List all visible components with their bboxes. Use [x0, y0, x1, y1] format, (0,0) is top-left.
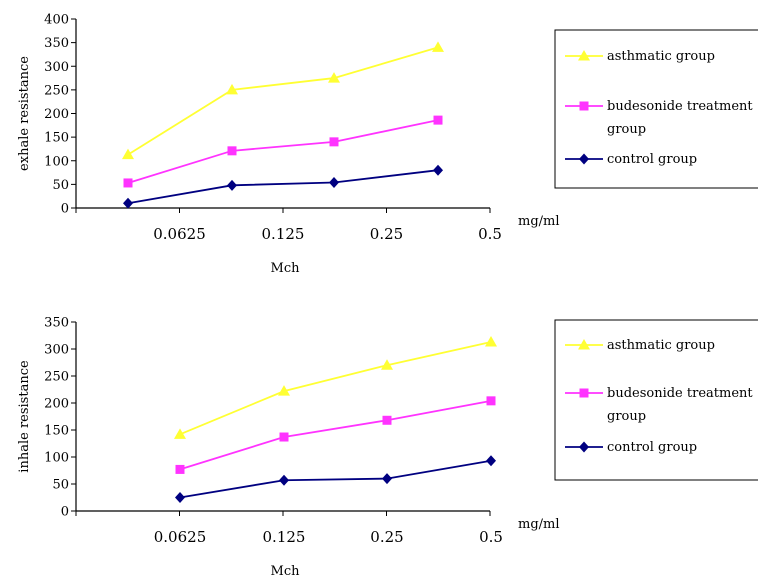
- legend-label-line: group: [607, 409, 646, 424]
- data-point: [382, 473, 392, 485]
- series-line: [179, 341, 492, 436]
- series-control-group: [175, 455, 496, 503]
- legend-label: asthmatic group: [607, 338, 715, 353]
- y-tick-label: 350: [44, 316, 69, 331]
- data-point: [432, 41, 444, 52]
- data-point: [175, 492, 185, 503]
- x-tick-label: 0.5: [478, 225, 502, 243]
- data-point: [433, 115, 443, 125]
- legend-swatch-marker: [579, 441, 589, 453]
- x-tick-label: 0.0625: [154, 528, 207, 546]
- series-control-group: [123, 164, 443, 209]
- legend-box: [554, 319, 758, 481]
- legend-label: asthmatic group: [607, 49, 715, 64]
- data-point: [381, 359, 393, 370]
- data-point: [174, 428, 186, 439]
- y-tick-label: 400: [44, 13, 69, 28]
- legend-label: budesonide treatment group: [607, 99, 753, 137]
- y-tick-label: 350: [44, 36, 69, 51]
- y-tick-label: 300: [44, 343, 69, 358]
- series-line: [127, 119, 439, 184]
- x-unit-label: mg/ml: [518, 214, 560, 229]
- y-tick-label: 300: [44, 60, 69, 75]
- data-point: [226, 83, 238, 95]
- series-line: [179, 399, 492, 471]
- y-axis-title: inhale resistance: [17, 360, 32, 473]
- data-point: [329, 176, 339, 188]
- legend: asthmatic group budesonide treatment group…: [554, 29, 758, 189]
- legend-label-line: group: [607, 122, 646, 137]
- data-point: [123, 178, 133, 188]
- data-point: [382, 415, 392, 425]
- legend-label: control group: [607, 440, 697, 455]
- series-line: [127, 46, 439, 156]
- data-point: [175, 464, 185, 474]
- data-point: [278, 385, 290, 396]
- y-tick-label: 50: [52, 478, 69, 493]
- series-asthmatic-group: [174, 335, 497, 439]
- data-point: [329, 137, 339, 147]
- chart-2: 0 50 100 150 200 250 300 350 0.0625 0.125 0.25 0.5 m…: [17, 316, 758, 579]
- data-point: [279, 432, 289, 442]
- y-tick-label: 50: [52, 178, 69, 193]
- legend-label-line: budesonide treatment: [607, 386, 753, 401]
- y-tick-label: 200: [44, 107, 69, 122]
- data-point: [433, 164, 443, 176]
- legend-swatch-marker: [579, 153, 589, 165]
- data-point: [123, 197, 133, 209]
- y-tick-label: 150: [44, 131, 69, 146]
- x-tick-label: 0.0625: [153, 225, 206, 243]
- y-axis-title: exhale resistance: [17, 56, 32, 171]
- x-tick-label: 0.5: [479, 528, 503, 546]
- legend-label: control group: [607, 152, 697, 167]
- data-point: [486, 455, 496, 467]
- y-tick-label: 100: [44, 154, 69, 169]
- legend-swatch-marker: [579, 388, 589, 398]
- x-tick-label: 0.25: [370, 528, 403, 546]
- legend-label-line: budesonide treatment: [607, 99, 753, 114]
- chart-1: 0 50 100 150 200 250 300 350 400 0.0625 0.125 0.25 0…: [17, 13, 758, 276]
- data-point: [279, 474, 289, 486]
- x-tick-label: 0.25: [370, 225, 403, 243]
- legend-label: budesonide treatment group: [607, 386, 753, 424]
- legend: asthmatic group budesonide treatment group…: [554, 319, 758, 481]
- x-unit-label: mg/ml: [518, 517, 560, 532]
- y-tick-label: 250: [44, 83, 69, 98]
- y-tick-label: 0: [61, 202, 69, 217]
- x-axis-title: Mch: [271, 564, 301, 579]
- x-tick-label: 0.125: [263, 528, 306, 546]
- legend-swatch-marker: [578, 50, 590, 61]
- x-tick-label: 0.125: [262, 225, 305, 243]
- y-tick-label: 250: [44, 370, 69, 385]
- series-budesonide-treatment-group: [123, 115, 443, 188]
- y-tick-label: 200: [44, 397, 69, 412]
- data-point: [227, 146, 237, 156]
- series-asthmatic-group: [122, 41, 444, 160]
- legend-swatch-marker: [578, 339, 590, 350]
- series-budesonide-treatment-group: [175, 396, 496, 474]
- data-point: [485, 335, 497, 347]
- series-line: [127, 169, 439, 205]
- data-point: [122, 148, 134, 160]
- data-point: [328, 72, 340, 83]
- legend-swatch-marker: [579, 101, 589, 111]
- y-tick-label: 0: [61, 505, 69, 520]
- series-line: [179, 459, 492, 499]
- x-axis-title: Mch: [271, 261, 301, 276]
- data-point: [486, 396, 496, 406]
- data-point: [227, 179, 237, 191]
- y-tick-label: 100: [44, 451, 69, 466]
- y-tick-label: 150: [44, 424, 69, 439]
